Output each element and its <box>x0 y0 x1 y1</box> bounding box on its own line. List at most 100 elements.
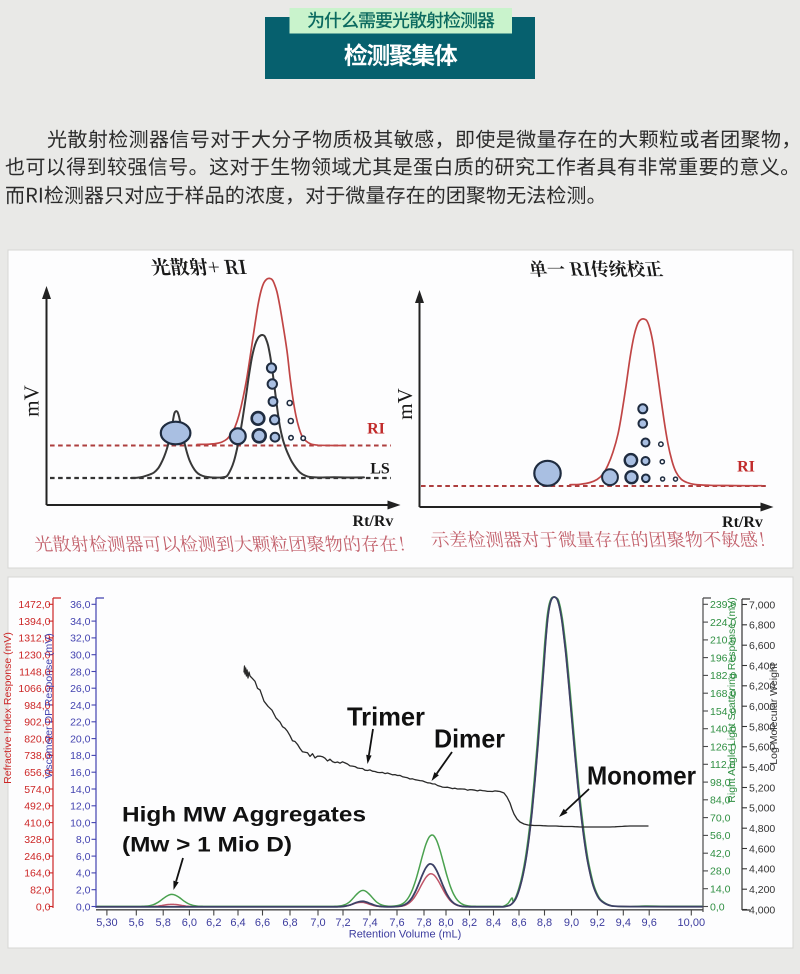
svg-text:6,0: 6,0 <box>182 917 197 929</box>
svg-text:Log Molecular Weight: Log Molecular Weight <box>768 663 780 764</box>
svg-text:8,4: 8,4 <box>486 917 501 929</box>
svg-text:656,0: 656,0 <box>24 767 50 779</box>
svg-text:7,8: 7,8 <box>416 917 431 929</box>
svg-text:1312,0: 1312,0 <box>18 633 50 645</box>
svg-text:182,0: 182,0 <box>710 670 736 682</box>
svg-text:0,0: 0,0 <box>36 901 51 913</box>
svg-text:6,800: 6,800 <box>749 620 775 632</box>
svg-text:28,0: 28,0 <box>710 866 731 878</box>
svg-text:14,0: 14,0 <box>710 884 731 896</box>
svg-text:Viscometer DP Response (mV): Viscometer DP Response (mV) <box>43 633 55 779</box>
svg-text:(Mw > 1 Mio D): (Mw > 1 Mio D) <box>122 833 292 857</box>
svg-text:410,0: 410,0 <box>24 817 50 829</box>
svg-text:5,200: 5,200 <box>749 782 775 794</box>
svg-text:6,400: 6,400 <box>749 660 775 672</box>
svg-text:5,8: 5,8 <box>156 917 171 929</box>
svg-text:7,4: 7,4 <box>362 917 377 929</box>
svg-text:4,800: 4,800 <box>749 823 775 835</box>
svg-text:22,0: 22,0 <box>70 717 91 729</box>
svg-text:8,0: 8,0 <box>438 917 453 929</box>
svg-text:Trimer: Trimer <box>347 702 425 732</box>
svg-text:154,0: 154,0 <box>710 706 736 718</box>
svg-text:164,0: 164,0 <box>24 868 50 880</box>
svg-text:High MW Aggregates: High MW Aggregates <box>122 803 366 827</box>
svg-text:6,2: 6,2 <box>206 917 221 929</box>
svg-text:574,0: 574,0 <box>24 784 50 796</box>
svg-text:6,000: 6,000 <box>749 701 775 713</box>
svg-text:7,000: 7,000 <box>749 599 775 611</box>
svg-text:902,0: 902,0 <box>24 717 50 729</box>
svg-text:4,000: 4,000 <box>749 904 775 916</box>
svg-text:10,00: 10,00 <box>678 917 706 929</box>
svg-text:5,800: 5,800 <box>749 721 775 733</box>
svg-text:4,200: 4,200 <box>749 884 775 896</box>
svg-text:1394,0: 1394,0 <box>18 616 50 628</box>
svg-text:6,4: 6,4 <box>230 917 245 929</box>
svg-text:9,0: 9,0 <box>564 917 579 929</box>
svg-text:8,6: 8,6 <box>511 917 526 929</box>
svg-text:6,8: 6,8 <box>282 917 297 929</box>
svg-text:mV: mV <box>393 388 417 420</box>
svg-text:Right Angle Light Scattering R: Right Angle Light Scattering Response (m… <box>726 597 738 802</box>
svg-text:34,0: 34,0 <box>70 616 91 628</box>
svg-text:Rt/Rv: Rt/Rv <box>722 514 763 531</box>
svg-text:5,6: 5,6 <box>129 917 144 929</box>
svg-text:4,0: 4,0 <box>76 868 91 880</box>
svg-text:168,0: 168,0 <box>710 688 736 700</box>
svg-text:112,0: 112,0 <box>710 759 736 771</box>
svg-text:239,0: 239,0 <box>710 599 736 611</box>
svg-text:36,0: 36,0 <box>70 599 91 611</box>
svg-text:Retention Volume (mL): Retention Volume (mL) <box>349 929 462 941</box>
svg-text:26,0: 26,0 <box>70 683 91 695</box>
svg-text:RI: RI <box>737 459 755 476</box>
svg-text:82,0: 82,0 <box>30 885 51 897</box>
svg-text:70,0: 70,0 <box>710 812 731 824</box>
svg-text:1066,0: 1066,0 <box>18 683 50 695</box>
svg-text:4,600: 4,600 <box>749 843 775 855</box>
svg-text:210,0: 210,0 <box>710 635 736 647</box>
svg-text:1472,0: 1472,0 <box>18 599 50 611</box>
svg-text:5,600: 5,600 <box>749 742 775 754</box>
svg-text:9,4: 9,4 <box>616 917 631 929</box>
svg-text:820,0: 820,0 <box>24 733 50 745</box>
svg-text:126,0: 126,0 <box>710 741 736 753</box>
svg-text:6,600: 6,600 <box>749 640 775 652</box>
svg-text:6,6: 6,6 <box>255 917 270 929</box>
svg-text:984,0: 984,0 <box>24 700 50 712</box>
svg-text:2,0: 2,0 <box>76 885 91 897</box>
svg-text:30,0: 30,0 <box>70 649 91 661</box>
svg-text:0,0: 0,0 <box>710 901 725 913</box>
svg-text:20,0: 20,0 <box>70 733 91 745</box>
svg-text:Refractive Index Response (mV): Refractive Index Response (mV) <box>2 632 14 784</box>
svg-text:5,400: 5,400 <box>749 762 775 774</box>
svg-text:56,0: 56,0 <box>710 830 731 842</box>
svg-text:9,6: 9,6 <box>642 917 657 929</box>
svg-text:246,0: 246,0 <box>24 851 50 863</box>
svg-text:1230,0: 1230,0 <box>18 649 50 661</box>
svg-text:12,0: 12,0 <box>70 801 91 813</box>
svg-text:7,6: 7,6 <box>389 917 404 929</box>
svg-text:24,0: 24,0 <box>70 700 91 712</box>
svg-text:Dimer: Dimer <box>434 724 505 754</box>
svg-text:5,000: 5,000 <box>749 803 775 815</box>
svg-text:7,2: 7,2 <box>335 917 350 929</box>
svg-text:328,0: 328,0 <box>24 834 50 846</box>
svg-text:6,200: 6,200 <box>749 681 775 693</box>
svg-text:10,0: 10,0 <box>70 817 91 829</box>
svg-text:0,0: 0,0 <box>76 901 91 913</box>
svg-text:RI: RI <box>367 421 385 438</box>
svg-text:42,0: 42,0 <box>710 848 731 860</box>
svg-text:98,0: 98,0 <box>710 777 731 789</box>
svg-text:224,0: 224,0 <box>710 617 736 629</box>
svg-text:4,400: 4,400 <box>749 864 775 876</box>
svg-text:1148,0: 1148,0 <box>19 666 50 678</box>
svg-text:14,0: 14,0 <box>70 784 91 796</box>
svg-text:84,0: 84,0 <box>710 795 731 807</box>
svg-text:6,0: 6,0 <box>76 851 91 863</box>
svg-text:Monomer: Monomer <box>587 761 696 791</box>
svg-text:32,0: 32,0 <box>70 633 91 645</box>
svg-text:738,0: 738,0 <box>24 750 50 762</box>
svg-text:mV: mV <box>20 385 44 417</box>
svg-text:LS: LS <box>370 461 390 478</box>
svg-text:16,0: 16,0 <box>70 767 91 779</box>
